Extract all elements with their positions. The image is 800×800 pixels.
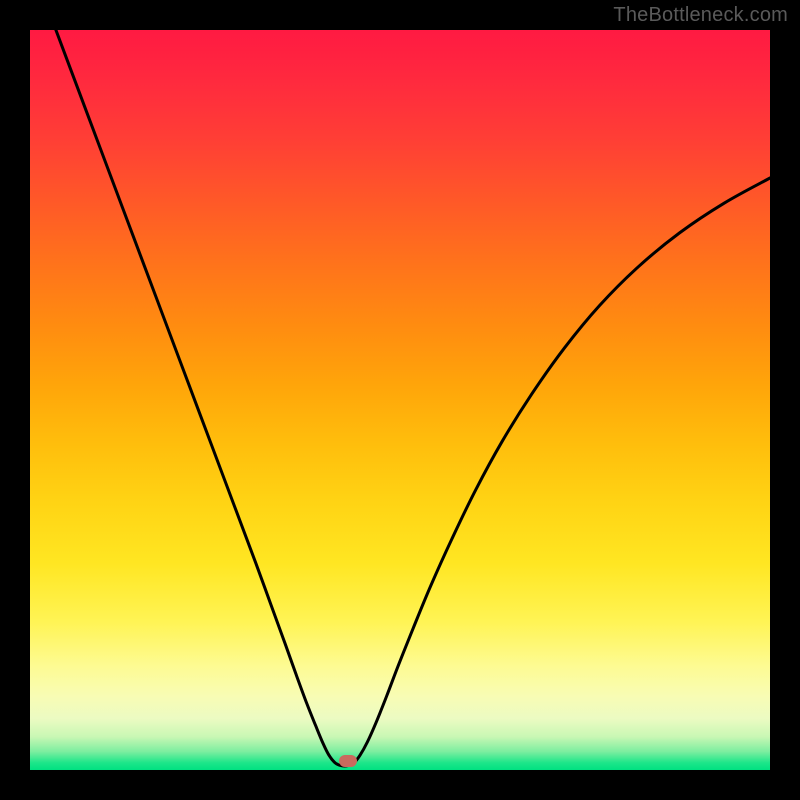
watermark-text: TheBottleneck.com [613,4,788,27]
plot-area [30,30,770,770]
chart-svg [30,30,770,770]
bottleneck-curve [56,30,770,766]
minimum-marker [339,755,357,767]
